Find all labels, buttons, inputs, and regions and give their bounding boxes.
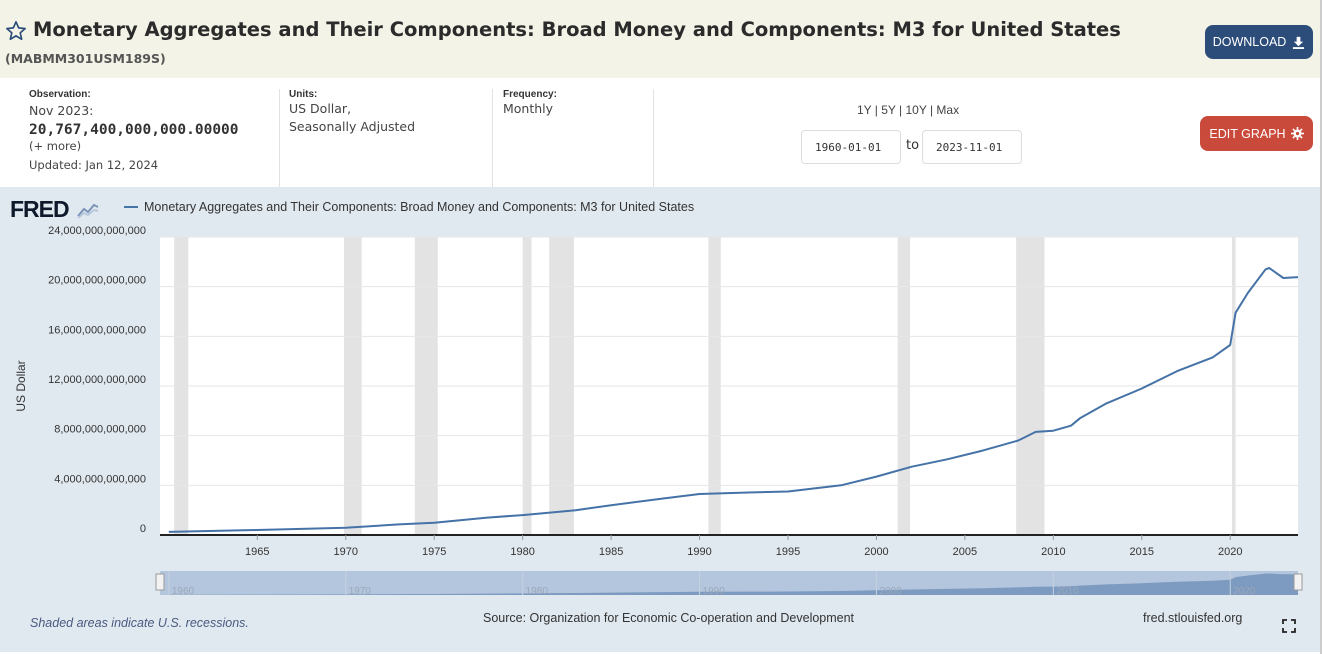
fred-chart-icon [76, 201, 101, 219]
download-icon [1293, 36, 1305, 49]
download-button[interactable]: DOWNLOAD [1205, 25, 1313, 59]
updated-date: Updated: Jan 12, 2024 [29, 158, 159, 172]
edit-graph-label: EDIT GRAPH [1209, 126, 1286, 141]
y-tick-label: 20,000,000,000,000 [48, 275, 146, 287]
metadata-row: Observation: Nov 2023: 20,767,400,000,00… [0, 79, 1320, 187]
chart-svg[interactable]: US Dollar 0 4,000,000,000,000 8,000,000,00… [0, 187, 1320, 652]
navigator[interactable]: 1960 1970 1980 1990 2000 2010 2020 [155, 571, 1303, 597]
page-title: Monetary Aggregates and Their Components… [33, 18, 1121, 41]
x-tick-label: 1995 [776, 546, 800, 558]
navigator-tick-label: 2000 [879, 586, 902, 597]
legend-swatch [124, 206, 138, 208]
chart-legend: Monetary Aggregates and Their Components… [124, 200, 694, 214]
start-date-input[interactable]: 1960-01-01 [801, 130, 901, 164]
navigator-tick-label: 1980 [526, 586, 549, 597]
legend-series-name: Monetary Aggregates and Their Components… [144, 200, 695, 214]
frequency-label: Frequency: [503, 89, 557, 100]
frequency-value: Monthly [503, 101, 554, 116]
range-selector[interactable]: 1Y | 5Y | 10Y | Max [857, 103, 960, 117]
x-tick-label: 2020 [1218, 546, 1242, 558]
x-tick-label: 2000 [864, 546, 888, 558]
x-tick-label: 1965 [245, 546, 269, 558]
gear-icon [1290, 127, 1304, 140]
x-tick-label: 2010 [1041, 546, 1065, 558]
to-label: to [906, 138, 920, 153]
observation-block: Observation: Nov 2023: 20,767,400,000,00… [0, 89, 280, 187]
observation-value: 20,767,400,000,000.00000 [29, 122, 239, 138]
right-border [1320, 0, 1322, 654]
units-label: Units: [289, 89, 318, 100]
header: Monetary Aggregates and Their Components… [0, 0, 1320, 78]
star-icon[interactable] [5, 20, 27, 42]
more-link[interactable]: (+ more) [29, 139, 82, 153]
observation-date: Nov 2023: [29, 103, 94, 118]
y-tick-label: 8,000,000,000,000 [54, 424, 146, 436]
navigator-tick-label: 1970 [349, 586, 372, 597]
fred-logo[interactable]: FRED [10, 196, 101, 223]
frequency-block: Frequency: Monthly [493, 89, 654, 187]
navigator-tick-label: 1990 [703, 586, 726, 597]
y-tick-label: 24,000,000,000,000 [48, 225, 146, 237]
y-tick-label: 4,000,000,000,000 [54, 473, 146, 485]
y-tick-label: 12,000,000,000,000 [48, 374, 146, 386]
observation-label: Observation: [29, 89, 91, 100]
series-id: (MABMM301USM189S) [5, 51, 166, 66]
navigator-tick-label: 1960 [172, 586, 195, 597]
navigator-series [168, 573, 1298, 595]
recession-note: Shaded areas indicate U.S. recessions. [30, 616, 249, 630]
x-tick-label: 1980 [510, 546, 534, 558]
y-axis-label: US Dollar [14, 360, 28, 411]
source-text: Source: Organization for Economic Co-ope… [483, 611, 855, 625]
units-line2: Seasonally Adjusted [289, 119, 416, 134]
chart-panel: FRED Monetary Aggregates and Their Compo… [0, 187, 1320, 652]
navigator-handle-right[interactable] [1293, 573, 1303, 591]
navigator-tick-label: 2020 [1233, 586, 1256, 597]
y-tick-label: 16,000,000,000,000 [48, 324, 146, 336]
x-tick-label: 1985 [599, 546, 623, 558]
site-link[interactable]: fred.stlouisfed.org [1143, 611, 1243, 625]
download-label: DOWNLOAD [1212, 35, 1287, 49]
units-block: Units: US Dollar, Seasonally Adjusted [280, 89, 493, 187]
series-line[interactable] [168, 267, 1299, 533]
x-tick-label: 1975 [422, 546, 446, 558]
navigator-handle-left[interactable] [155, 573, 165, 591]
units-line1: US Dollar, [289, 101, 352, 116]
navigator-tick-label: 2010 [1056, 586, 1079, 597]
end-date-input[interactable]: 2023-11-01 [922, 130, 1022, 164]
x-tick-label: 1990 [687, 546, 711, 558]
x-tick-label: 1970 [334, 546, 358, 558]
y-tick-label: 0 [140, 523, 146, 535]
fullscreen-icon[interactable] [1282, 619, 1296, 633]
x-tick-label: 2015 [1130, 546, 1154, 558]
plot-area: 0 4,000,000,000,000 8,000,000,000,000 12,00… [48, 225, 1299, 558]
x-tick-label: 2005 [953, 546, 977, 558]
edit-graph-button[interactable]: EDIT GRAPH [1200, 116, 1313, 151]
